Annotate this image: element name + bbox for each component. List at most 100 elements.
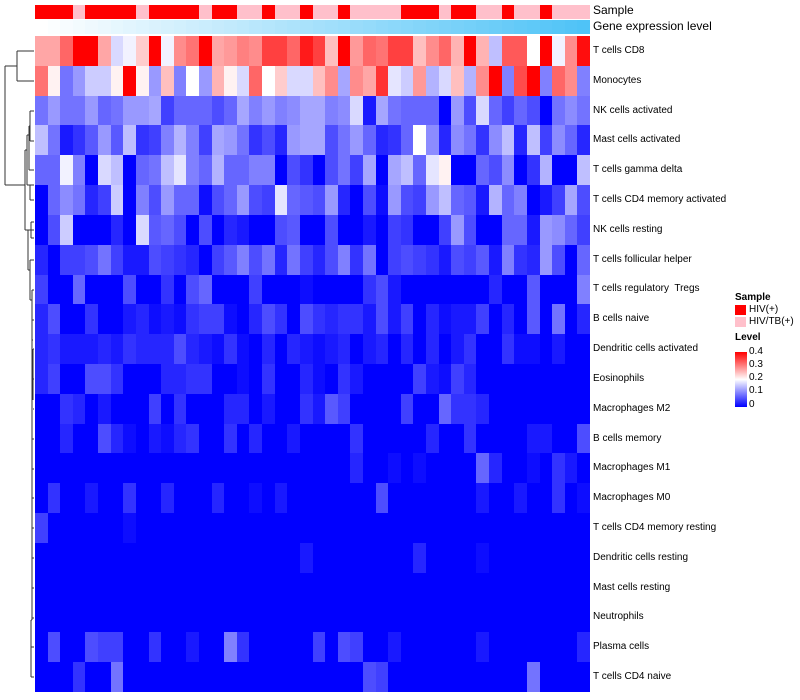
heatmap-cell	[388, 542, 402, 574]
heatmap-cell	[400, 453, 414, 484]
heatmap-cell	[577, 572, 591, 604]
heatmap-cell	[110, 125, 124, 156]
heatmap-cell	[514, 393, 528, 425]
heatmap-cell	[539, 185, 553, 216]
heatmap-cell	[438, 483, 452, 514]
heatmap-cell	[60, 572, 74, 604]
heatmap-cell	[262, 483, 276, 514]
heatmap-cell	[98, 125, 112, 156]
row-label: T cells CD4 memory resting	[593, 522, 717, 533]
heatmap-cell	[224, 393, 238, 425]
heatmap-cell	[350, 214, 364, 246]
heatmap-cell	[85, 185, 99, 216]
heatmap-cell	[501, 632, 515, 663]
heatmap-cell	[287, 65, 301, 97]
heatmap-cell	[463, 542, 477, 574]
heatmap-cell	[337, 483, 351, 514]
heatmap-cell	[35, 632, 49, 663]
heatmap-cell	[362, 36, 377, 67]
heatmap-cell	[198, 244, 213, 276]
heatmap-cell	[413, 95, 427, 126]
heatmap-cell	[526, 125, 541, 156]
heatmap-cell	[489, 244, 503, 276]
heatmap-cell	[388, 185, 402, 216]
heatmap-cell	[539, 125, 553, 156]
heatmap-cell	[451, 572, 465, 604]
heatmap-cell	[123, 483, 137, 514]
legend-color-bar: 0.4 0.3 0.2 0.1 0	[735, 347, 763, 410]
heatmap-cell	[564, 274, 578, 305]
heatmap-cell	[375, 185, 389, 216]
heatmap-cell	[501, 95, 515, 126]
heatmap-cell	[489, 662, 503, 693]
heatmap-cell	[388, 155, 402, 186]
heatmap-cell	[552, 125, 566, 156]
heatmap-cell	[148, 542, 162, 574]
heatmap-cell	[375, 65, 389, 97]
heatmap-cell	[287, 155, 301, 186]
heatmap-cell	[173, 572, 187, 604]
heatmap-cell	[552, 244, 566, 276]
heatmap-cell	[198, 632, 213, 663]
heatmap-cell	[236, 125, 250, 156]
heatmap-cell	[362, 542, 377, 574]
heatmap-cell	[337, 602, 351, 633]
sample-annotation-cell	[236, 5, 250, 19]
row-label: NK cells resting	[593, 223, 663, 235]
heatmap-cell	[287, 423, 301, 454]
heatmap-cell	[161, 155, 175, 186]
heatmap-cell	[98, 453, 112, 484]
heatmap-cell	[98, 483, 112, 514]
heatmap-cell	[476, 453, 490, 484]
heatmap-cell	[85, 513, 99, 544]
heatmap-cell	[135, 36, 150, 67]
heatmap-cell	[274, 155, 288, 186]
heatmap-cell	[438, 244, 452, 276]
heatmap-cell	[110, 36, 124, 67]
heatmap-cell	[299, 423, 313, 454]
heatmap-cell	[135, 304, 150, 335]
heatmap-cell	[375, 36, 389, 67]
heatmap-cell	[564, 244, 578, 276]
heatmap-cell	[325, 542, 339, 574]
gene-expression-annotation-cell	[123, 20, 137, 34]
heatmap-cell	[211, 125, 225, 156]
heatmap-cell	[362, 95, 377, 126]
heatmap-cell	[400, 274, 414, 305]
heatmap-cell	[362, 274, 377, 305]
heatmap-cell	[47, 423, 61, 454]
heatmap-cell	[489, 542, 503, 574]
heatmap-cell	[110, 662, 124, 693]
heatmap-cell	[463, 483, 477, 514]
row-label: T cells follicular helper	[593, 253, 692, 265]
gene-expression-annotation-cell	[337, 20, 351, 34]
heatmap-cell	[388, 572, 402, 604]
sample-annotation-cell	[35, 5, 49, 19]
heatmap-cell	[438, 65, 452, 97]
heatmap-cell	[72, 662, 86, 693]
heatmap-cell	[362, 423, 377, 454]
heatmap-cell	[526, 36, 541, 67]
heatmap-cell	[489, 95, 503, 126]
heatmap-cell	[186, 364, 200, 395]
sample-annotation-cell	[577, 5, 591, 19]
heatmap-cell	[98, 65, 112, 97]
heatmap-cell	[98, 95, 112, 126]
heatmap-cell	[564, 155, 578, 186]
heatmap-cell	[489, 214, 503, 246]
heatmap-cell	[135, 542, 150, 574]
heatmap-cell	[438, 542, 452, 574]
heatmap-cell	[476, 423, 490, 454]
heatmap-cell	[539, 453, 553, 484]
heatmap-cell	[224, 185, 238, 216]
row-label: Mast cells activated	[593, 134, 681, 146]
heatmap-cell	[539, 632, 553, 663]
heatmap-cell	[236, 65, 250, 97]
heatmap-cell	[85, 572, 99, 604]
heatmap-cell	[438, 274, 452, 305]
heatmap-cell	[47, 155, 61, 186]
row-label: Plasma cells	[593, 641, 650, 653]
heatmap-cell	[72, 632, 86, 663]
heatmap-cell	[236, 483, 250, 514]
heatmap-cell	[262, 155, 276, 186]
